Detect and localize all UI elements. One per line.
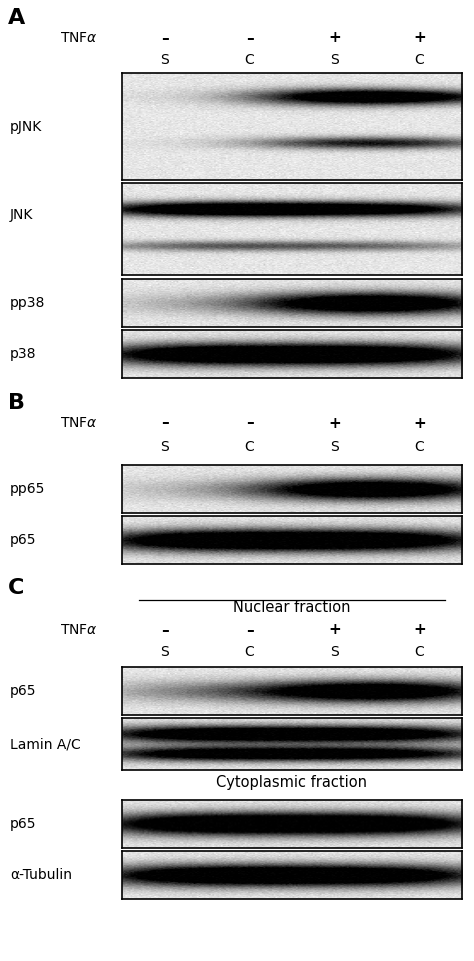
Text: +: +	[328, 623, 341, 637]
Text: pp38: pp38	[10, 296, 46, 310]
Text: pp65: pp65	[10, 482, 46, 496]
Text: C: C	[8, 578, 24, 598]
Text: –: –	[246, 623, 254, 637]
Text: B: B	[8, 393, 25, 413]
Text: p65: p65	[10, 533, 36, 547]
Text: S: S	[330, 645, 339, 659]
Text: Cytoplasmic fraction: Cytoplasmic fraction	[217, 775, 367, 790]
Text: –: –	[246, 31, 254, 45]
Text: C: C	[245, 645, 255, 659]
Text: TNF$\alpha$: TNF$\alpha$	[60, 623, 98, 637]
Text: TNF$\alpha$: TNF$\alpha$	[60, 416, 98, 430]
Text: S: S	[330, 53, 339, 67]
Text: S: S	[330, 440, 339, 454]
Text: S: S	[160, 440, 169, 454]
Text: p38: p38	[10, 347, 36, 361]
Text: +: +	[328, 415, 341, 431]
Text: –: –	[161, 415, 168, 431]
Text: +: +	[413, 31, 426, 45]
Text: S: S	[160, 645, 169, 659]
Text: pJNK: pJNK	[10, 119, 42, 134]
Text: p65: p65	[10, 817, 36, 831]
Text: –: –	[161, 31, 168, 45]
Text: C: C	[245, 440, 255, 454]
Text: Lamin A/C: Lamin A/C	[10, 737, 81, 751]
Text: C: C	[415, 440, 424, 454]
Text: C: C	[415, 645, 424, 659]
Text: JNK: JNK	[10, 209, 33, 222]
Text: +: +	[413, 415, 426, 431]
Text: TNF$\alpha$: TNF$\alpha$	[60, 31, 98, 45]
Text: +: +	[328, 31, 341, 45]
Text: S: S	[160, 53, 169, 67]
Text: C: C	[245, 53, 255, 67]
Text: A: A	[8, 8, 25, 28]
Text: α-Tubulin: α-Tubulin	[10, 868, 72, 882]
Text: C: C	[415, 53, 424, 67]
Text: Nuclear fraction: Nuclear fraction	[233, 600, 351, 614]
Text: –: –	[246, 415, 254, 431]
Text: –: –	[161, 623, 168, 637]
Text: +: +	[413, 623, 426, 637]
Text: p65: p65	[10, 684, 36, 698]
